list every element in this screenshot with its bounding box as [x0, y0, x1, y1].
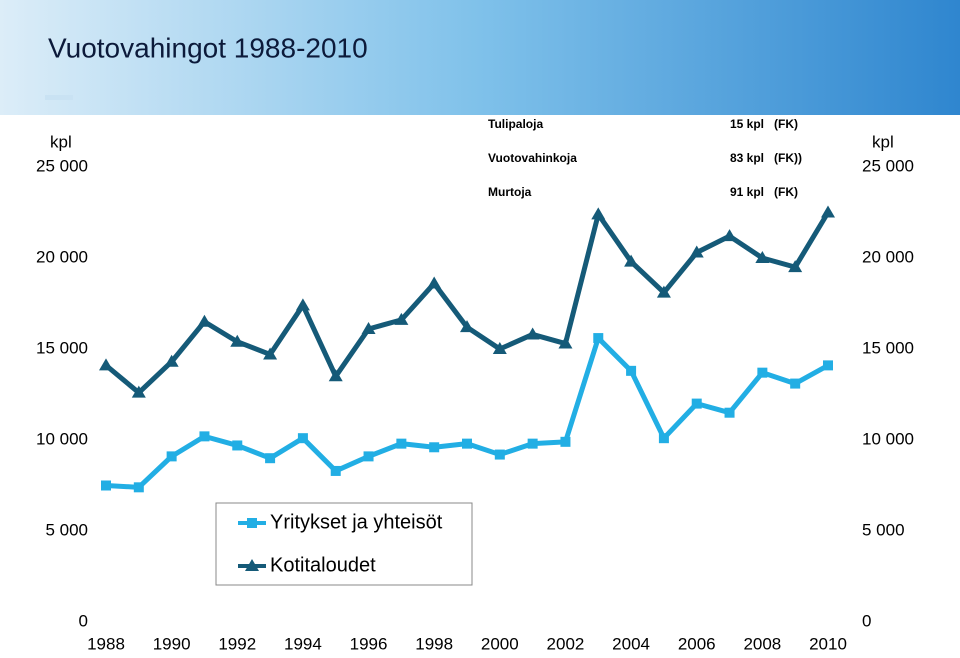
y-tick-label: 15 000 — [36, 338, 88, 357]
marker — [755, 251, 770, 263]
marker — [757, 367, 768, 378]
x-tick-label: 1990 — [153, 634, 191, 653]
annotation-value: 91 kpl (FK) — [730, 185, 798, 199]
marker — [823, 360, 833, 371]
marker — [133, 482, 144, 493]
marker — [101, 480, 111, 491]
banner-accent — [45, 95, 73, 100]
marker — [330, 465, 341, 476]
marker — [197, 314, 212, 327]
legend-label: Yritykset ja yhteisöt — [270, 511, 443, 533]
marker — [724, 407, 735, 418]
marker — [328, 369, 343, 382]
marker — [558, 336, 573, 349]
x-tick-label: 1996 — [350, 634, 388, 653]
marker — [245, 559, 259, 571]
marker — [164, 354, 179, 367]
marker — [790, 378, 801, 389]
x-tick-label: 1988 — [87, 634, 125, 653]
series-line — [104, 211, 831, 396]
x-tick-label: 1994 — [284, 634, 322, 653]
y-tick-label: 5 000 — [45, 520, 88, 539]
annotation-label: Vuotovahinkoja — [488, 151, 577, 165]
marker — [297, 433, 308, 444]
marker — [691, 398, 702, 409]
marker — [494, 449, 505, 460]
annotation-label: Tulipaloja — [488, 117, 543, 131]
y-tick-label: 20 000 — [36, 247, 88, 266]
x-tick-label: 2002 — [547, 634, 585, 653]
marker — [525, 327, 540, 340]
y2-tick-label: 0 — [862, 611, 871, 630]
y-tick-label: 10 000 — [36, 429, 88, 448]
marker — [199, 431, 210, 442]
marker — [460, 320, 474, 333]
marker — [591, 207, 606, 220]
marker — [560, 436, 571, 447]
marker — [232, 440, 243, 451]
y2-tick-label: 20 000 — [862, 247, 914, 266]
annotation-value: 15 kpl (FK) — [730, 117, 798, 131]
x-tick-label: 1992 — [218, 634, 256, 653]
y2-tick-label: 5 000 — [862, 520, 905, 539]
marker — [658, 433, 669, 444]
annotation-value: 83 kpl (FK)) — [730, 151, 802, 165]
y2-tick-label: 25 000 — [862, 156, 914, 175]
y-axis-title: kpl — [50, 132, 72, 151]
marker — [131, 385, 146, 398]
legend-box — [215, 502, 473, 586]
marker — [492, 342, 507, 354]
marker — [462, 438, 472, 449]
marker — [427, 276, 442, 289]
marker — [361, 321, 376, 334]
marker — [624, 254, 639, 267]
y2-tick-label: 15 000 — [862, 338, 914, 357]
marker — [689, 245, 704, 258]
marker — [593, 333, 604, 344]
annotation-label: Murtoja — [488, 185, 532, 199]
chart-title: Vuotovahingot 1988-2010 — [48, 32, 368, 63]
marker — [788, 260, 803, 273]
marker — [429, 442, 440, 453]
x-tick-label: 1998 — [415, 634, 453, 653]
marker — [527, 438, 538, 449]
y-tick-label: 25 000 — [36, 156, 88, 175]
marker — [265, 453, 276, 464]
x-tick-label: 2010 — [809, 634, 847, 653]
marker — [626, 365, 637, 376]
series-line — [105, 335, 830, 490]
x-tick-label: 2008 — [743, 634, 781, 653]
legend-label: Kotitaloudet — [270, 554, 376, 576]
banner — [0, 0, 960, 115]
marker — [821, 205, 835, 218]
x-tick-label: 2006 — [678, 634, 716, 653]
marker — [295, 298, 310, 311]
marker — [722, 229, 737, 242]
marker — [363, 451, 374, 462]
marker — [656, 285, 671, 298]
marker — [166, 451, 177, 462]
marker — [394, 312, 409, 325]
marker — [247, 518, 257, 528]
x-tick-label: 2004 — [612, 634, 650, 653]
marker — [99, 358, 113, 371]
marker — [230, 334, 245, 347]
x-tick-label: 2000 — [481, 634, 519, 653]
y2-axis-title: kpl — [872, 132, 894, 151]
y2-tick-label: 10 000 — [862, 429, 914, 448]
marker — [396, 438, 407, 449]
marker — [263, 347, 278, 360]
y-tick-label: 0 — [79, 611, 88, 630]
